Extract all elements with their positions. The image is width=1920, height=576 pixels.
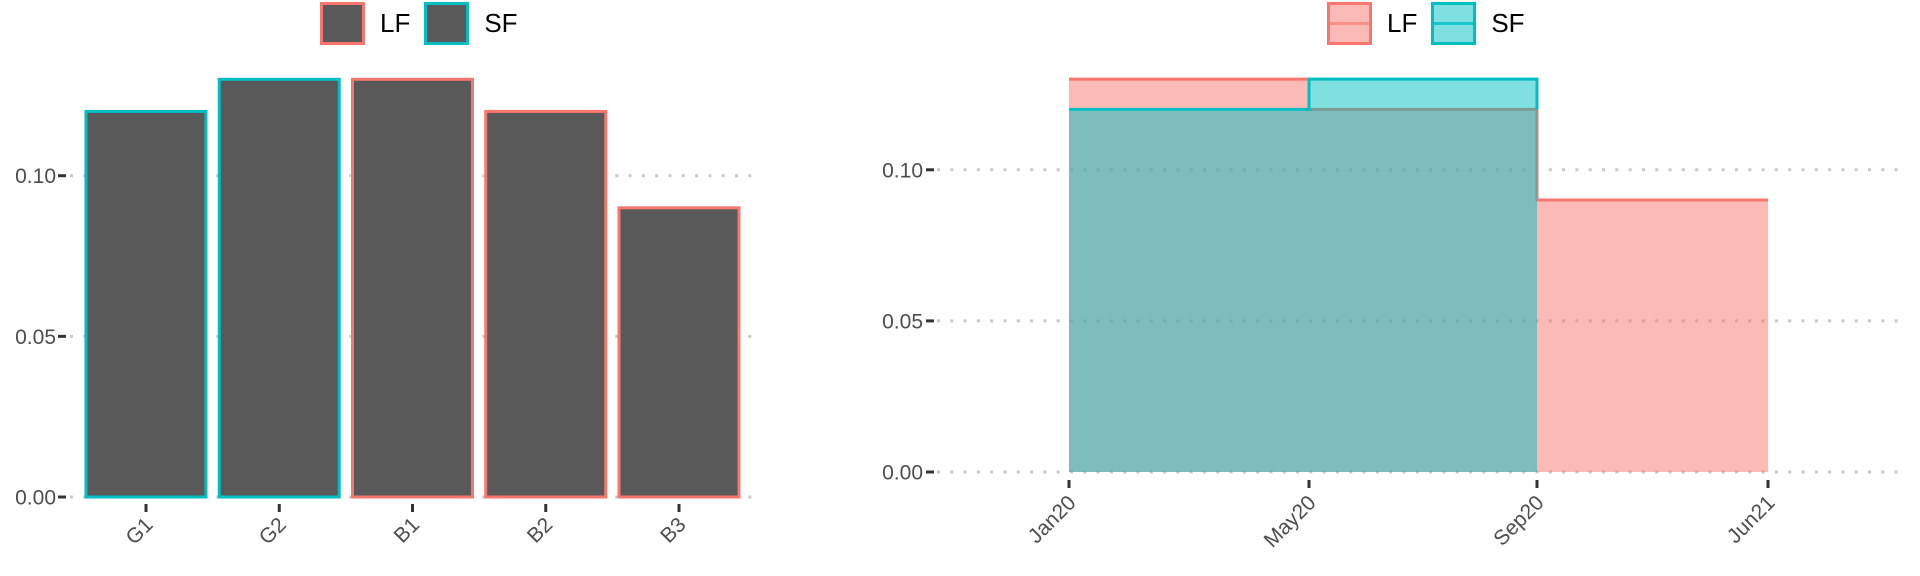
bar-b1 bbox=[351, 77, 474, 499]
bar-chart-legend: LF SF bbox=[320, 2, 518, 45]
legend-key-lf-line bbox=[1330, 21, 1369, 25]
y-tick-label: 0.10 bbox=[15, 165, 56, 188]
x-tick-label: B2 bbox=[523, 513, 557, 547]
step-line-sf bbox=[1069, 77, 1539, 111]
y-tick-label: 0.05 bbox=[15, 326, 56, 349]
bar-b2 bbox=[484, 109, 608, 499]
x-tick-label: G2 bbox=[255, 513, 291, 549]
x-tick-label: B3 bbox=[656, 513, 690, 547]
y-tick-label: 0.00 bbox=[882, 462, 923, 485]
legend-key-sf-bar bbox=[424, 2, 470, 45]
area-sf bbox=[1069, 79, 1537, 472]
bar-b3 bbox=[617, 206, 741, 499]
bar-g1 bbox=[84, 109, 208, 499]
legend-label-sf: SF bbox=[484, 8, 518, 38]
x-tick-label: Sep20 bbox=[1489, 491, 1548, 550]
legend-key-sf-line bbox=[1434, 21, 1474, 25]
legend-label-lf: LF bbox=[380, 8, 411, 38]
bar-g2 bbox=[217, 77, 341, 499]
y-tick-label: 0.00 bbox=[15, 487, 56, 510]
y-tick-label: 0.05 bbox=[882, 310, 923, 333]
legend-key-lf-bar bbox=[320, 2, 365, 45]
y-tick-label: 0.10 bbox=[882, 159, 923, 182]
x-tick-label: B1 bbox=[390, 513, 424, 547]
x-tick-label: Jan20 bbox=[1024, 491, 1081, 548]
legend-key-lf-area bbox=[1327, 2, 1372, 45]
x-tick-label: G1 bbox=[121, 513, 157, 549]
legend-key-sf-area bbox=[1431, 2, 1477, 45]
step-area-chart-legend: LF SF bbox=[1327, 2, 1525, 45]
legend-label-lf: LF bbox=[1387, 8, 1418, 38]
x-tick-label: Jun21 bbox=[1723, 491, 1780, 548]
x-tick-label: May20 bbox=[1260, 491, 1321, 552]
legend-label-sf: SF bbox=[1491, 8, 1525, 38]
